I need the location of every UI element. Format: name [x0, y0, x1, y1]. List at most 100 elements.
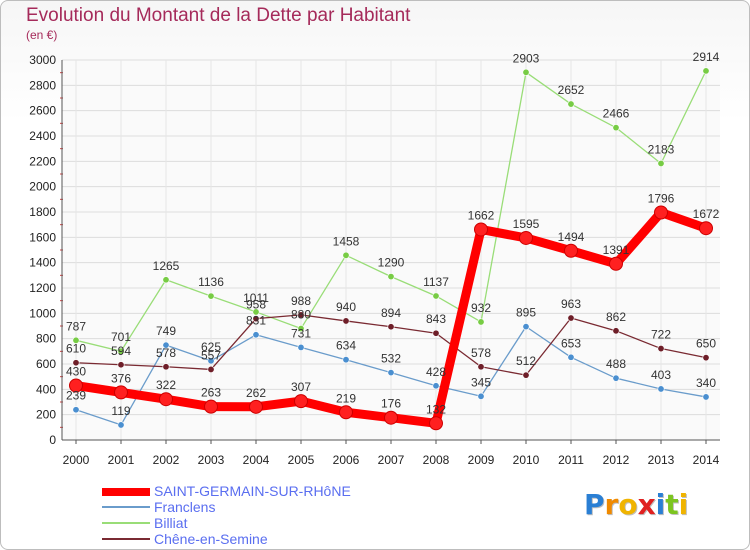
data-point — [342, 356, 350, 364]
data-point — [72, 359, 80, 367]
x-tick-label: 2001 — [108, 453, 135, 467]
data-label: 403 — [651, 368, 671, 382]
data-label: 749 — [156, 324, 176, 338]
y-tick-label: 0 — [49, 433, 56, 447]
data-label: 610 — [66, 342, 86, 356]
data-label: 862 — [606, 310, 626, 324]
y-tick-label: 2600 — [29, 104, 56, 118]
logo-letter: x — [637, 488, 656, 521]
data-label: 2914 — [693, 50, 720, 64]
data-point — [342, 317, 350, 325]
data-point — [702, 67, 710, 75]
data-point — [477, 392, 485, 400]
logo-letter: i — [678, 488, 689, 521]
data-label: 940 — [336, 300, 356, 314]
data-point — [474, 222, 488, 237]
x-tick-label: 2011 — [558, 453, 584, 467]
data-point — [567, 100, 575, 108]
data-point — [249, 399, 263, 414]
data-point — [702, 354, 710, 362]
data-label: 895 — [516, 306, 536, 320]
y-tick-label: 2800 — [29, 78, 56, 92]
data-point — [477, 363, 485, 371]
data-label: 376 — [111, 371, 131, 385]
data-label: 578 — [156, 346, 176, 360]
y-tick-label: 3000 — [29, 53, 56, 67]
data-point — [432, 292, 440, 300]
data-label: 1290 — [378, 256, 405, 270]
data-label: 2183 — [648, 142, 675, 156]
legend-label: SAINT-GERMAIN-SUR-RHôNE — [154, 483, 351, 499]
data-point — [564, 243, 578, 258]
data-label: 1494 — [558, 230, 585, 244]
y-tick-label: 1000 — [29, 306, 56, 320]
data-point — [252, 308, 260, 316]
data-point — [294, 394, 308, 409]
data-point — [612, 374, 620, 382]
data-label: 958 — [246, 298, 266, 312]
logo-letter: o — [618, 488, 638, 521]
data-label: 1662 — [468, 208, 495, 222]
x-tick-label: 2013 — [648, 453, 675, 467]
data-point — [522, 371, 530, 379]
data-label: 650 — [696, 337, 716, 351]
data-point — [384, 410, 398, 425]
legend-swatch — [102, 506, 150, 508]
data-label: 1011 — [243, 291, 269, 305]
x-tick-label: 2007 — [378, 453, 405, 467]
data-label: 219 — [336, 391, 356, 405]
x-tick-label: 2005 — [288, 453, 315, 467]
data-label: 119 — [111, 404, 130, 418]
legend-swatch — [102, 538, 150, 540]
y-tick-label: 200 — [36, 408, 56, 422]
data-label: 731 — [291, 326, 311, 340]
legend-swatch — [102, 488, 150, 496]
data-point — [519, 230, 533, 245]
data-label: 1137 — [423, 275, 449, 289]
x-tick-label: 2009 — [468, 453, 495, 467]
data-label: 132 — [426, 402, 446, 416]
y-tick-label: 2200 — [29, 154, 56, 168]
data-label: 1595 — [513, 217, 540, 231]
data-point — [342, 251, 350, 259]
y-tick-label: 1600 — [29, 230, 56, 244]
data-point — [432, 382, 440, 390]
data-point — [297, 311, 305, 319]
data-label: 1136 — [198, 275, 224, 289]
data-point — [657, 385, 665, 393]
data-point — [207, 365, 215, 373]
data-label: 263 — [201, 386, 221, 400]
data-label: 894 — [381, 306, 401, 320]
data-label: 880 — [291, 308, 311, 322]
data-point — [657, 345, 665, 353]
data-point — [702, 393, 710, 401]
x-tick-label: 2012 — [603, 453, 630, 467]
data-point — [114, 385, 128, 400]
data-point — [429, 416, 443, 431]
data-point — [297, 343, 305, 351]
data-label: 701 — [111, 330, 131, 344]
data-point — [387, 273, 395, 281]
data-label: 557 — [201, 348, 221, 362]
data-label: 262 — [246, 386, 266, 400]
data-label: 428 — [426, 365, 446, 379]
data-point — [657, 159, 665, 167]
data-point — [117, 361, 125, 369]
data-label: 594 — [111, 344, 131, 358]
data-point — [609, 256, 623, 271]
data-point — [252, 315, 260, 323]
y-tick-label: 600 — [36, 357, 56, 371]
logo-letter: i — [655, 488, 666, 521]
data-label: 634 — [336, 339, 356, 353]
x-tick-label: 2008 — [423, 453, 450, 467]
data-point — [297, 325, 305, 333]
data-point — [159, 392, 173, 407]
data-label: 345 — [471, 375, 491, 389]
data-label: 322 — [156, 378, 176, 392]
x-tick-label: 2014 — [693, 453, 720, 467]
data-point — [654, 205, 668, 220]
data-label: 1458 — [333, 234, 360, 248]
x-tick-label: 2003 — [198, 453, 225, 467]
data-label: 963 — [561, 297, 581, 311]
data-point — [162, 341, 170, 349]
